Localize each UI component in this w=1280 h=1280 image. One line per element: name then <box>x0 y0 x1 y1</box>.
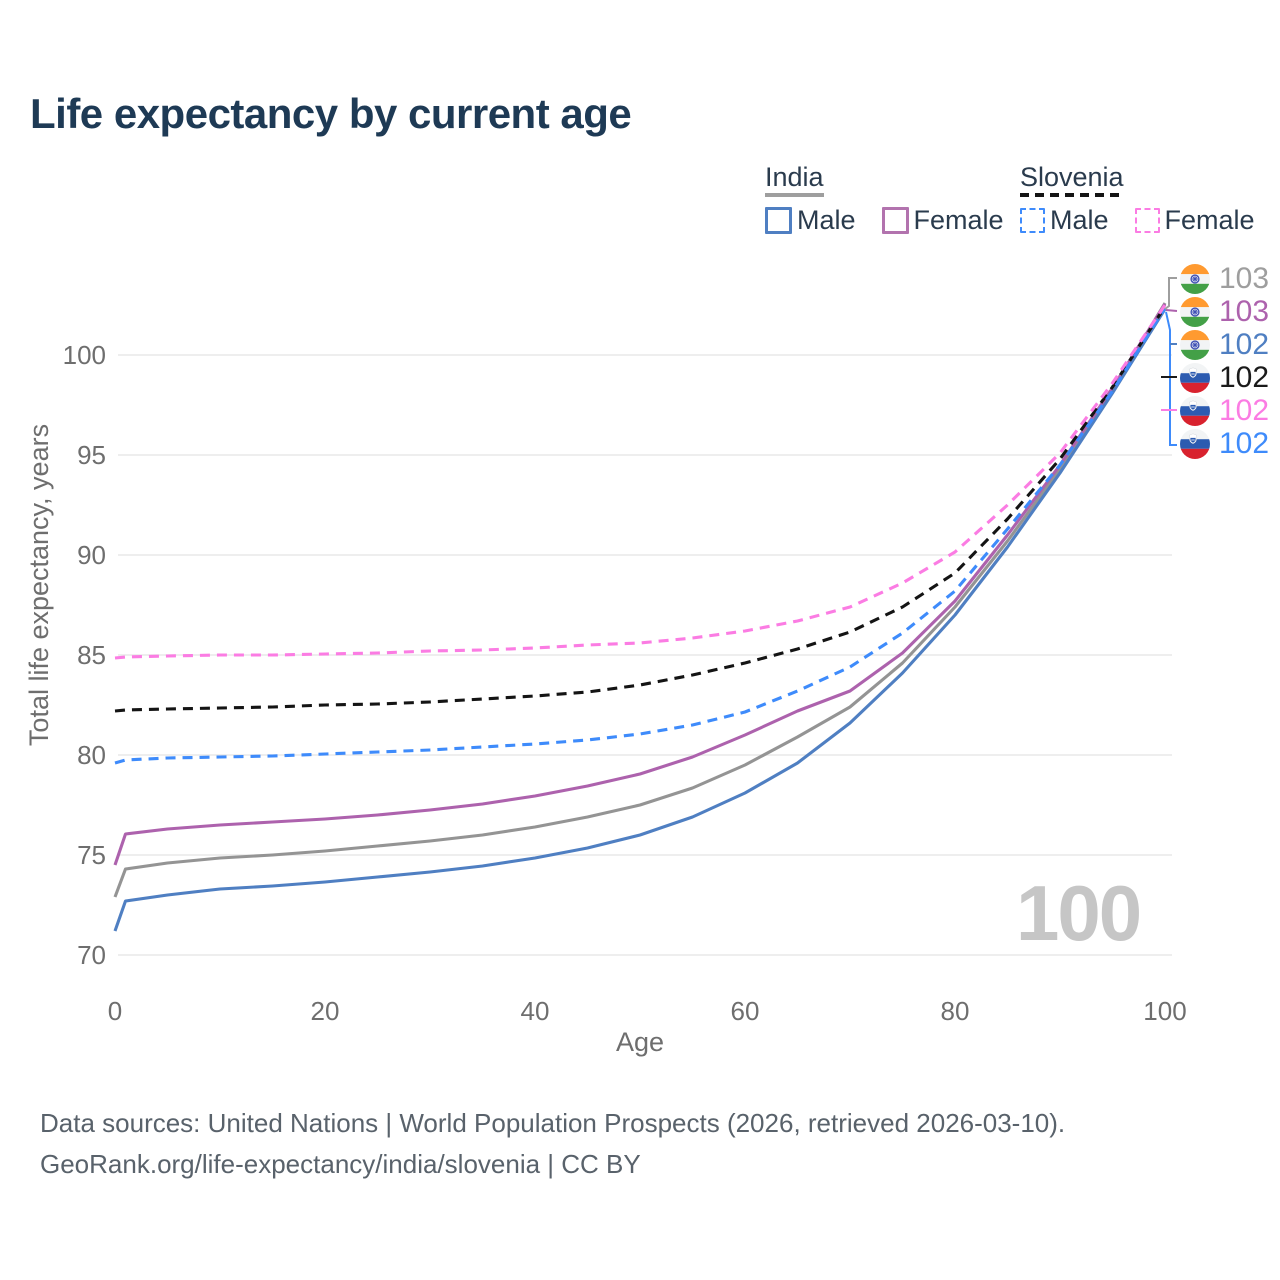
age-watermark: 100 <box>1016 869 1142 957</box>
india-total-line-swatch <box>765 193 824 197</box>
end-value: 102 <box>1219 426 1270 460</box>
legend-header-india[interactable]: India <box>765 162 824 197</box>
end-label-row: 102 <box>1180 394 1269 427</box>
end-label-connector-2 <box>1165 311 1177 446</box>
end-label-row: 102 <box>1180 427 1269 460</box>
india-flag-icon <box>1180 264 1210 294</box>
x-tick-label: 60 <box>731 996 760 1026</box>
end-label-row: 103 <box>1180 262 1269 295</box>
y-tick-label: 95 <box>77 440 106 470</box>
legend-items-india: Male Female <box>765 205 1004 236</box>
y-tick-label: 90 <box>77 540 106 570</box>
y-tick-label: 100 <box>63 340 106 370</box>
slovenia-flag-icon <box>1180 363 1210 393</box>
x-tick-label: 100 <box>1143 996 1186 1026</box>
y-tick-label: 70 <box>77 940 106 970</box>
x-tick-label: 20 <box>311 996 340 1026</box>
slovenia-total-line-swatch <box>1020 193 1124 197</box>
slovenia-male-swatch <box>1020 208 1045 233</box>
legend-title-india: India <box>765 162 824 192</box>
india-female-swatch <box>881 207 909 234</box>
end-value: 103 <box>1219 261 1270 295</box>
series-line-india-female <box>113 303 1167 866</box>
legend-group-slovenia: Slovenia Male Female <box>1020 162 1255 236</box>
page-title: Life expectancy by current age <box>30 90 632 137</box>
slovenia-female-swatch <box>1134 208 1160 233</box>
legend-label: Female <box>913 205 1004 235</box>
legend-item-slovenia-male[interactable]: Male <box>1020 205 1109 236</box>
x-tick-label: 0 <box>108 996 122 1026</box>
series-line-india-both-sexes <box>113 302 1167 898</box>
legend-item-india-male[interactable]: Male <box>765 205 856 236</box>
footer: Data sources: United Nations | World Pop… <box>40 1103 1065 1185</box>
slovenia-flag-icon <box>1180 396 1210 426</box>
series-line-india-male <box>113 308 1167 932</box>
legend-header-slovenia[interactable]: Slovenia <box>1020 162 1124 197</box>
legend-label: Male <box>797 205 856 235</box>
legend-item-slovenia-female[interactable]: Female <box>1134 205 1255 236</box>
y-axis-title: Total life expectancy, years <box>24 424 54 746</box>
end-value: 102 <box>1219 327 1270 361</box>
end-label-row: 102 <box>1180 361 1269 394</box>
end-value: 103 <box>1219 294 1270 328</box>
x-axis-title: Age <box>616 1027 664 1057</box>
end-label-row: 103 <box>1180 295 1269 328</box>
series-line-slovenia-male <box>114 307 1167 765</box>
series-line-slovenia-female <box>114 304 1167 660</box>
y-tick-label: 75 <box>77 840 106 870</box>
legend-item-india-female[interactable]: Female <box>881 205 1004 236</box>
legend-label: Male <box>1050 205 1109 235</box>
legend-group-india: India Male Female <box>765 162 1004 236</box>
end-label-connector-1 <box>1165 309 1178 312</box>
y-tick-label: 80 <box>77 740 106 770</box>
x-tick-label: 80 <box>941 996 970 1026</box>
footer-attribution: GeoRank.org/life-expectancy/india/sloven… <box>40 1149 641 1179</box>
end-value: 102 <box>1219 393 1270 427</box>
india-flag-icon <box>1180 330 1210 360</box>
india-male-swatch <box>765 207 792 234</box>
legend-items-slovenia: Male Female <box>1020 205 1255 236</box>
end-value-labels: 103 103 102 102 102 102 <box>1180 262 1269 460</box>
end-label-connector-0 <box>1164 277 1177 310</box>
india-flag-icon <box>1180 297 1210 327</box>
end-value: 102 <box>1219 360 1270 394</box>
y-tick-label: 85 <box>77 640 106 670</box>
footer-data-sources: Data sources: United Nations | World Pop… <box>40 1108 1066 1138</box>
legend-title-slovenia: Slovenia <box>1020 162 1124 192</box>
x-tick-label: 40 <box>521 996 550 1026</box>
series-line-slovenia-both-sexes <box>114 305 1167 713</box>
end-label-row: 102 <box>1180 328 1269 361</box>
legend-label: Female <box>1164 205 1255 235</box>
slovenia-flag-icon <box>1180 429 1210 459</box>
